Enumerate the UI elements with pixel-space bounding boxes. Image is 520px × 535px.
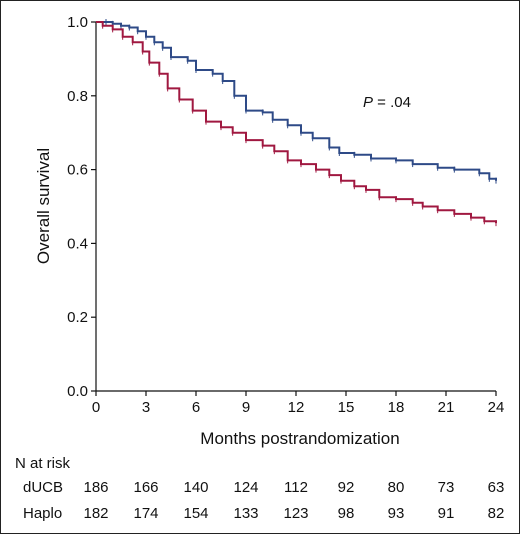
y-tick-label: 0.8 xyxy=(67,88,88,105)
x-tick-label: 3 xyxy=(142,399,150,416)
y-tick-label: 0.4 xyxy=(67,235,88,252)
y-tick-label: 1.0 xyxy=(67,14,88,31)
risk-count-haplo: 98 xyxy=(338,505,355,522)
x-tick-label: 9 xyxy=(242,399,250,416)
tick-labels: 0 3 6 9 12 15 18 21 24 0.0 0.2 0.4 0.6 0.8 1.0 xyxy=(67,14,504,416)
series-line-haplo xyxy=(96,21,497,224)
plot-axes xyxy=(91,21,497,396)
x-tick-label: 6 xyxy=(192,399,200,416)
p-value-annotation: P = .04 xyxy=(363,94,411,111)
risk-count-haplo: 93 xyxy=(388,505,405,522)
risk-count-haplo: 123 xyxy=(283,505,308,522)
series-line-ducb xyxy=(96,21,497,181)
risk-table: dUCB 186 166 140 124 112 92 80 73 63 Haplo 182 174 15… xyxy=(23,479,504,522)
x-tick-label: 12 xyxy=(288,399,305,416)
y-tick-label: 0.2 xyxy=(67,309,88,326)
risk-count-ducb: 166 xyxy=(133,479,158,496)
x-tick-label: 0 xyxy=(92,399,100,416)
risk-count-haplo: 174 xyxy=(133,505,158,522)
risk-count-haplo: 154 xyxy=(183,505,208,522)
risk-row-label-haplo: Haplo xyxy=(23,505,62,522)
series-layer xyxy=(96,19,497,227)
risk-row-label-ducb: dUCB xyxy=(23,479,63,496)
risk-count-haplo: 182 xyxy=(83,505,108,522)
risk-count-ducb: 80 xyxy=(388,479,405,496)
risk-table-title: N at risk xyxy=(15,455,71,472)
x-tick-label: 21 xyxy=(438,399,455,416)
y-axis-title: Overall survival xyxy=(34,148,53,264)
risk-count-ducb: 186 xyxy=(83,479,108,496)
y-tick-label: 0.6 xyxy=(67,162,88,179)
risk-count-ducb: 140 xyxy=(183,479,208,496)
p-value-text: = .04 xyxy=(373,94,411,111)
risk-count-ducb: 63 xyxy=(488,479,505,496)
risk-count-ducb: 73 xyxy=(438,479,455,496)
risk-count-ducb: 124 xyxy=(233,479,258,496)
risk-count-haplo: 133 xyxy=(233,505,258,522)
risk-count-haplo: 91 xyxy=(438,505,455,522)
p-value-letter: P xyxy=(363,94,373,111)
x-tick-label: 15 xyxy=(338,399,355,416)
y-tick-label: 0.0 xyxy=(67,383,88,400)
risk-count-ducb: 92 xyxy=(338,479,355,496)
x-axis-title: Months postrandomization xyxy=(200,429,399,448)
risk-count-ducb: 112 xyxy=(284,479,308,496)
x-tick-label: 24 xyxy=(488,399,505,416)
x-tick-label: 18 xyxy=(388,399,405,416)
risk-count-haplo: 82 xyxy=(488,505,505,522)
